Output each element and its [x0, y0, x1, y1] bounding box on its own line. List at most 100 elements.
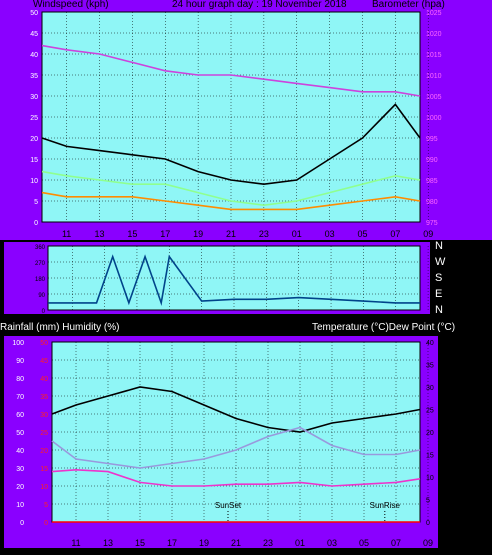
direction-label-e: E [435, 288, 443, 300]
y2-tick-label: 980 [426, 199, 438, 206]
y-tick-label: 40 [16, 448, 24, 455]
y2-tick-label: 35 [426, 363, 434, 370]
series-line [51, 426, 421, 469]
y-tick-label: 0 [34, 220, 38, 227]
y2-tick-label: 25 [426, 408, 434, 415]
y-tick-label: 10 [30, 178, 38, 185]
sunset-label: SunSet [215, 501, 242, 510]
x-tick-label: 11 [71, 538, 80, 548]
x-tick-label: 05 [359, 538, 369, 548]
x-tick-label: 05 [357, 229, 367, 239]
y-tick-label: 70 [16, 394, 24, 401]
y-tick-label: 180 [35, 277, 46, 283]
series-line [51, 386, 421, 433]
y-tick-label: 40 [30, 52, 38, 59]
rain-tick-label: 10 [40, 484, 48, 491]
y2-tick-label: 15 [426, 453, 434, 460]
x-tick-label: 15 [135, 538, 145, 548]
x-tick-label: 23 [263, 538, 273, 548]
y-tick-label: 5 [34, 199, 38, 206]
wind-direction-chart: 0 90 180 270 360 [35, 245, 429, 315]
rain-tick-label: 0 [44, 520, 48, 527]
y2-tick-label: 30 [426, 385, 434, 392]
y2-tick-label: 1005 [426, 94, 442, 101]
temp-dewpoint-label: Temperature (°C)Dew Point (°C) [312, 322, 456, 333]
y2-tick-label: 10 [426, 475, 434, 482]
direction-label-n1: N [435, 240, 443, 252]
temperature-humidity-panel: 0 10 20 30 40 50 60 70 80 90 100 0 5 10 15 20 25 30 35 40 45… [4, 336, 438, 548]
direction-label-s: S [435, 272, 443, 284]
y2-tick-label: 1025 [426, 10, 442, 17]
x-tick-label: 01 [292, 229, 302, 239]
x-tick-label: 19 [193, 229, 203, 239]
rain-tick-label: 5 [44, 502, 48, 509]
x-tick-label: 23 [259, 229, 269, 239]
windspeed-label: Windspeed (kph) [33, 0, 109, 10]
y-tick-label: 30 [30, 94, 38, 101]
y-tick-label: 270 [35, 261, 46, 267]
y-tick-label: 50 [30, 10, 38, 17]
x-tick-label: 03 [325, 229, 335, 239]
x-tick-label: 21 [231, 538, 241, 548]
y-tick-label: 25 [30, 115, 38, 122]
y2-tick-label: 985 [426, 178, 438, 185]
y-tick-label: 50 [16, 430, 24, 437]
rain-tick-label: 35 [40, 394, 48, 401]
y2-tick-label: 40 [426, 340, 434, 347]
x-tick-label: 09 [423, 538, 433, 548]
barometer-label: Barometer (hpa) [372, 0, 445, 10]
x-tick-label: 17 [160, 229, 170, 239]
wind-direction-panel: 0 90 180 270 360 [4, 242, 430, 315]
y2-tick-label: 975 [426, 220, 438, 227]
x-tick-label: 17 [167, 538, 177, 548]
y-tick-label: 45 [30, 31, 38, 38]
y2-tick-label: 0 [426, 520, 430, 527]
y-tick-label: 100 [12, 340, 24, 347]
direction-labels: N W S E N [432, 238, 450, 318]
rain-tick-label: 30 [40, 412, 48, 419]
graph-title: 24 hour graph day : 19 November 2018 [172, 0, 347, 10]
direction-line [48, 254, 420, 307]
x-tick-label: 13 [103, 538, 113, 548]
rain-tick-label: 20 [40, 448, 48, 455]
x-tick-label: 15 [127, 229, 137, 239]
y2-tick-label: 995 [426, 136, 438, 143]
wind-barometer-chart: 0510152025303540455097598098599099510001… [30, 10, 442, 239]
y2-tick-label: 1020 [426, 31, 442, 38]
direction-label-n2: N [435, 304, 443, 316]
rain-humidity-label: Rainfall (mm) Humidity (%) [0, 322, 120, 333]
x-tick-label: 13 [95, 229, 105, 239]
rain-tick-label: 15 [40, 466, 48, 473]
series-line [41, 103, 421, 186]
series-line [41, 44, 421, 97]
y2-tick-label: 1015 [426, 52, 442, 59]
x-tick-label: 07 [391, 538, 401, 548]
sunrise-label: SunRise [370, 501, 401, 510]
y2-tick-label: 1010 [426, 73, 442, 80]
y-tick-label: 20 [30, 136, 38, 143]
y-tick-label: 20 [16, 484, 24, 491]
y-tick-label: 0 [42, 309, 46, 314]
y-tick-label: 35 [30, 73, 38, 80]
x-tick-label: 03 [327, 538, 337, 548]
y-tick-label: 60 [16, 412, 24, 419]
x-tick-label: 21 [226, 229, 236, 239]
y2-tick-label: 990 [426, 157, 438, 164]
y-tick-label: 15 [30, 157, 38, 164]
rain-tick-label: 25 [40, 430, 48, 437]
x-tick-label: 07 [390, 229, 400, 239]
x-tick-label: 09 [423, 229, 433, 239]
y-tick-label: 10 [16, 502, 24, 509]
direction-label-w: W [435, 256, 446, 268]
y-tick-label: 90 [16, 358, 24, 365]
wind-barometer-panel: Windspeed (kph) 24 hour graph day : 19 N… [0, 0, 492, 240]
x-tick-label: 19 [199, 538, 209, 548]
temperature-humidity-chart: 0102030405060708090100051015202530354045… [12, 340, 434, 548]
y-tick-label: 30 [16, 466, 24, 473]
x-tick-label: 11 [62, 229, 71, 239]
rain-tick-label: 45 [40, 358, 48, 365]
y-tick-label: 90 [38, 293, 45, 299]
series-line [51, 468, 421, 487]
series-line [41, 191, 421, 211]
